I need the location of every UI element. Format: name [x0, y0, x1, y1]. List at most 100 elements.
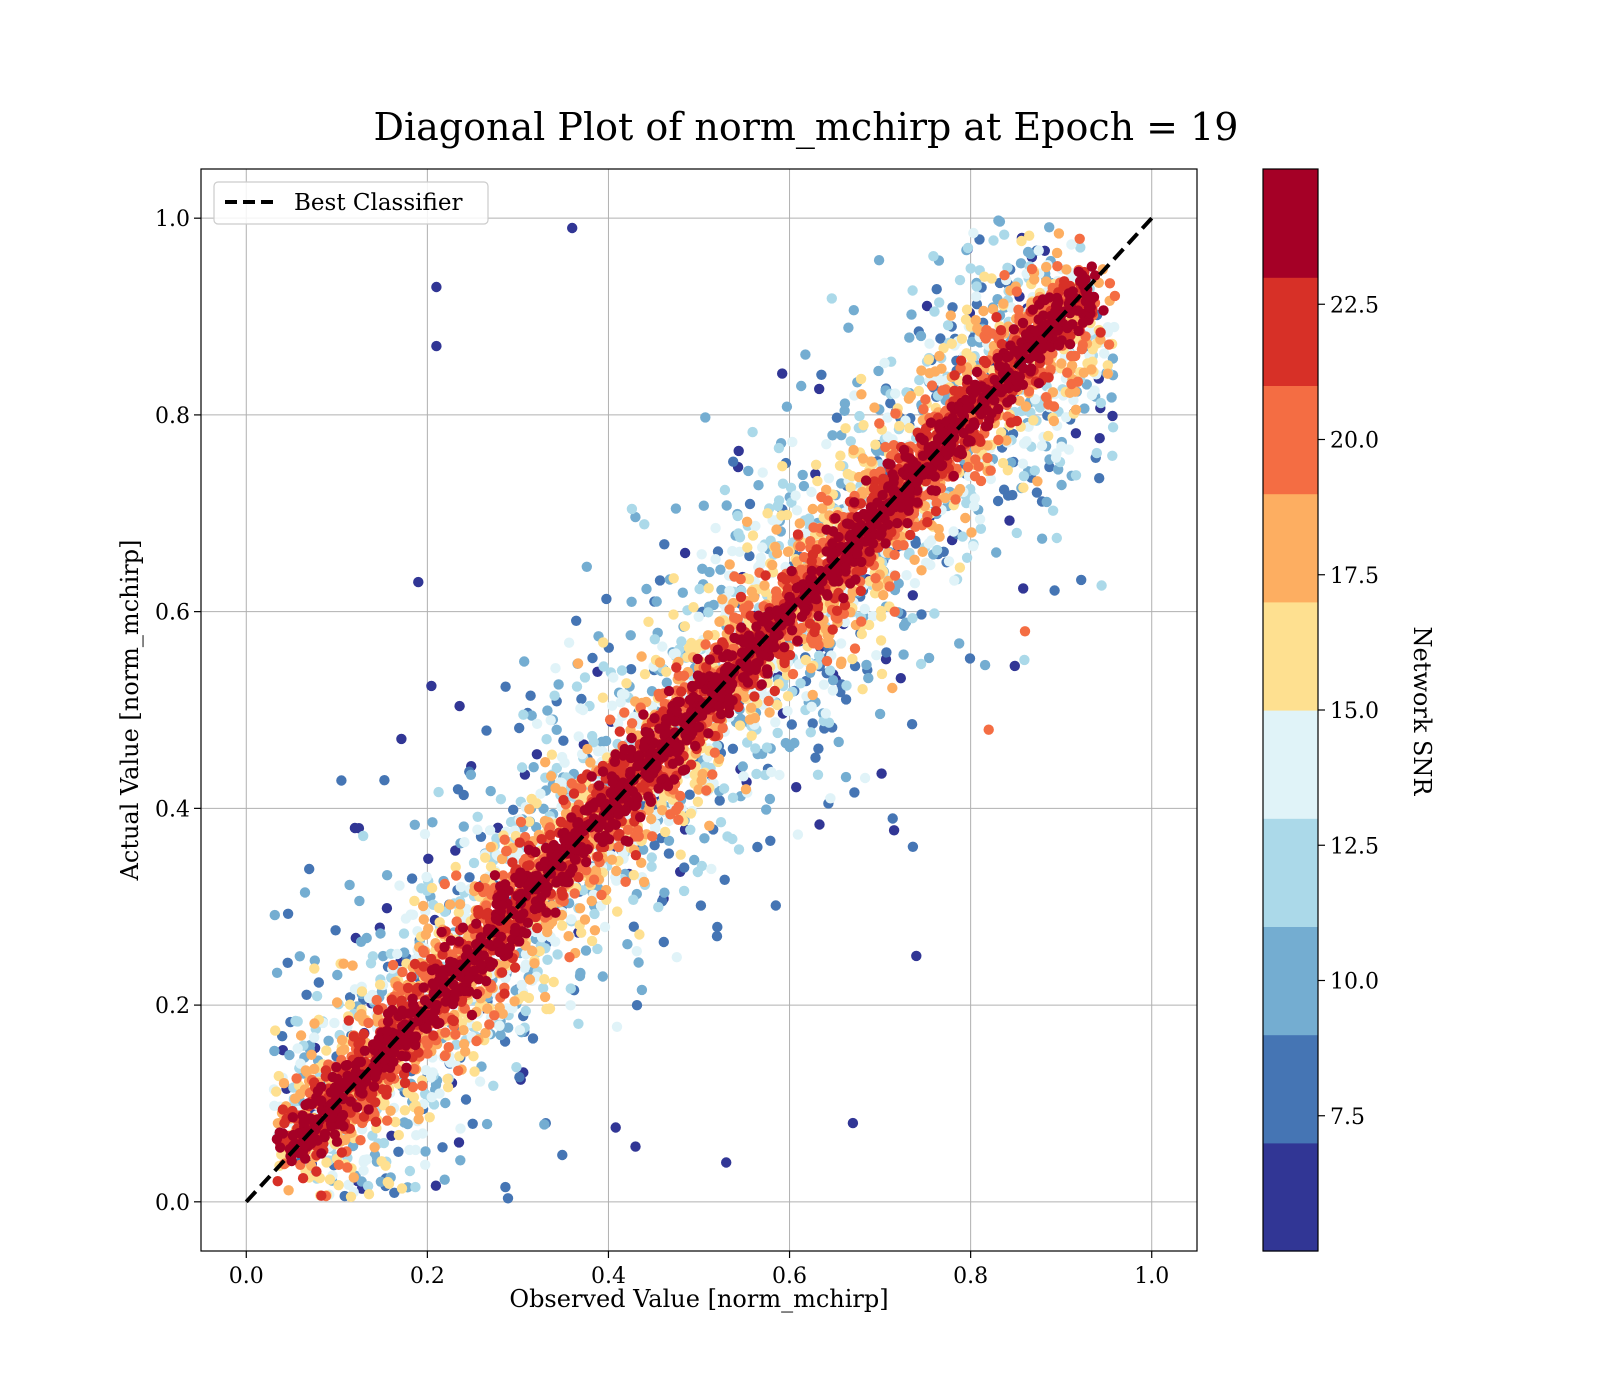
scatter-point — [746, 586, 757, 597]
scatter-point — [766, 766, 777, 778]
scatter-point — [849, 643, 861, 654]
scatter-point — [290, 1015, 301, 1027]
scatter-point — [673, 814, 684, 825]
scatter-point — [750, 743, 761, 754]
scatter-point — [840, 771, 852, 783]
scatter-point — [718, 783, 730, 794]
scatter-point — [757, 688, 768, 700]
scatter-point — [294, 951, 305, 962]
scatter-point — [643, 616, 654, 627]
scatter-point — [719, 874, 730, 885]
scatter-point — [1109, 321, 1120, 333]
scatter-point — [544, 1003, 555, 1015]
scatter-point — [489, 1010, 500, 1021]
scatter-point — [596, 736, 608, 747]
scatter-point — [888, 825, 900, 836]
scatter-point — [848, 305, 859, 316]
scatter-point — [777, 478, 789, 489]
scatter-point — [717, 722, 728, 734]
scatter-point — [592, 943, 603, 955]
scatter-point — [807, 718, 818, 729]
scatter-point — [581, 865, 592, 876]
scatter-point — [763, 695, 774, 707]
scatter-point — [790, 490, 801, 501]
scatter-point — [524, 974, 536, 985]
scatter-point — [1026, 263, 1038, 275]
scatter-point — [450, 861, 461, 873]
scatter-point — [917, 546, 928, 557]
scatter-point — [309, 1018, 320, 1029]
scatter-point — [704, 820, 715, 831]
scatter-point — [344, 879, 355, 891]
scatter-point — [710, 522, 721, 534]
scatter-point — [678, 885, 690, 897]
scatter-point — [839, 398, 851, 409]
scatter-point — [724, 624, 735, 635]
scatter-point — [422, 1048, 433, 1059]
scatter-point — [551, 724, 562, 735]
scatter-point — [539, 991, 551, 1003]
scatter-point — [518, 709, 529, 720]
scatter-point — [589, 925, 601, 936]
scatter-point — [277, 1031, 288, 1042]
scatter-point — [626, 503, 638, 515]
scatter-point — [439, 878, 450, 890]
scatter-point — [791, 782, 802, 793]
scatter-point — [306, 1049, 317, 1061]
scatter-point — [526, 710, 537, 721]
scatter-point — [969, 493, 980, 504]
scatter-point — [765, 835, 776, 846]
scatter-point — [796, 380, 807, 392]
scatter-point — [1018, 470, 1030, 482]
scatter-point — [519, 962, 530, 973]
scatter-point — [514, 1024, 526, 1036]
scatter-point — [622, 939, 633, 950]
scatter-point — [890, 388, 901, 399]
scatter-point — [638, 876, 650, 888]
scatter-point — [684, 789, 695, 800]
scatter-point — [721, 1157, 732, 1168]
scatter-point — [309, 1032, 320, 1043]
scatter-point — [661, 677, 672, 688]
scatter-point — [1018, 482, 1029, 493]
scatter-point — [649, 840, 660, 851]
scatter-point — [309, 955, 320, 966]
scatter-point — [638, 844, 649, 855]
scatter-point — [771, 524, 782, 535]
scatter-point — [668, 573, 679, 584]
scatter-point — [733, 844, 745, 855]
scatter-point — [916, 565, 927, 576]
scatter-point — [508, 804, 519, 815]
scatter-point — [426, 882, 438, 894]
scatter-point — [514, 722, 525, 734]
scatter-point — [866, 456, 877, 467]
scatter-point — [1079, 403, 1090, 414]
scatter-point — [468, 1051, 479, 1062]
scatter-point — [393, 1146, 404, 1158]
scatter-point — [413, 576, 424, 588]
scatter-point — [874, 708, 886, 720]
scatter-point — [869, 402, 880, 413]
scatter-point — [631, 946, 642, 957]
scatter-point — [901, 570, 912, 581]
scatter-point — [970, 454, 981, 465]
scatter-point — [480, 852, 491, 863]
scatter-point — [1053, 228, 1065, 239]
scatter-point — [455, 881, 466, 893]
scatter-point — [299, 887, 311, 898]
scatter-point — [363, 1017, 374, 1029]
scatter-point — [991, 547, 1002, 558]
scatter-point — [620, 876, 631, 887]
scatter-point — [608, 672, 619, 683]
scatter-point — [882, 431, 893, 442]
scatter-point — [982, 452, 993, 464]
scatter-point — [577, 704, 589, 716]
scatter-point — [1107, 450, 1118, 461]
scatter-point — [524, 804, 535, 815]
scatter-point — [817, 503, 828, 514]
scatter-point — [926, 535, 937, 546]
scatter-point — [813, 743, 824, 754]
scatter-point — [1109, 290, 1121, 302]
scatter-point — [409, 1063, 420, 1075]
scatter-point — [985, 473, 996, 485]
